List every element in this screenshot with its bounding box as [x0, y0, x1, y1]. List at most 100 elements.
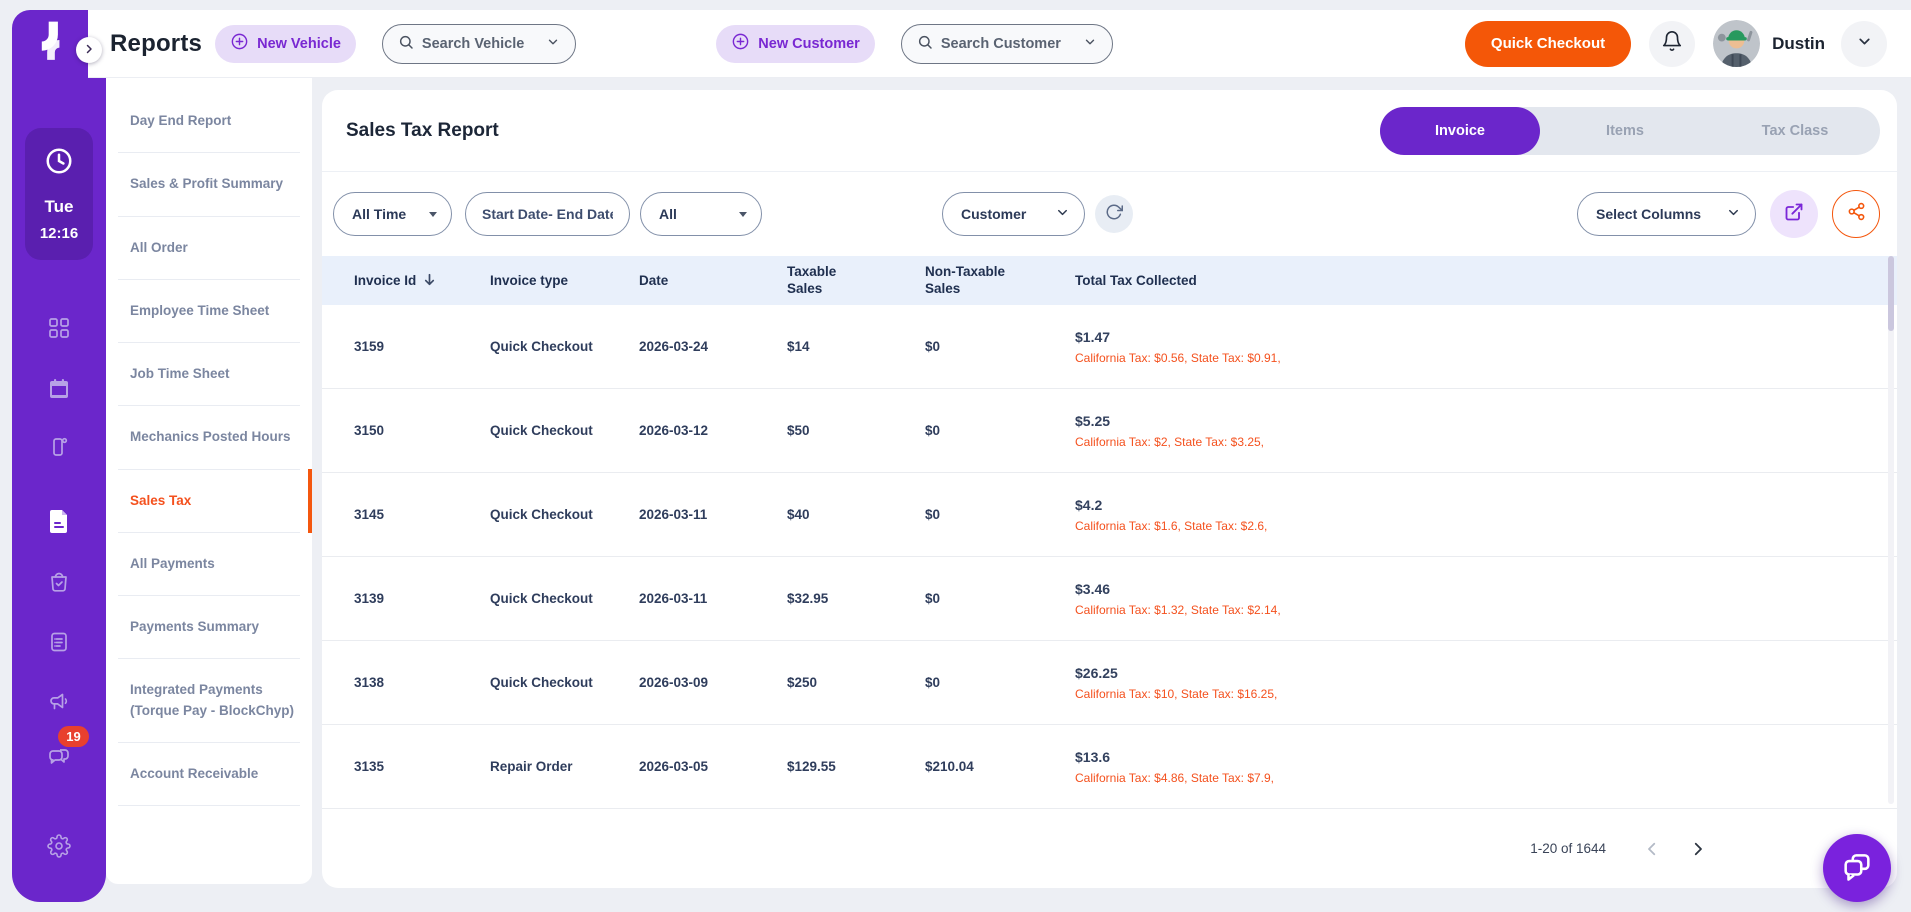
menu-item-payments-summary[interactable]: Payments Summary — [118, 596, 300, 660]
column-header-invoice-id[interactable]: Invoice Id — [354, 272, 490, 290]
column-header-date[interactable]: Date — [639, 273, 669, 288]
tax-breakdown: California Tax: $4.86, State Tax: $7.9, — [1075, 770, 1275, 785]
new-vehicle-label: New Vehicle — [257, 35, 341, 52]
share-icon — [1847, 202, 1866, 226]
pagination-bar: 1-20 of 1644 — [322, 809, 1897, 888]
report-header: Sales Tax Report Invoice Items Tax Class — [322, 90, 1897, 172]
cell-non-taxable-sales: $0 — [925, 423, 941, 438]
sidebar-item-calendar[interactable] — [12, 377, 106, 406]
messages-count-badge: 19 — [58, 726, 89, 747]
notifications-button[interactable] — [1649, 20, 1696, 67]
cell-invoice-id: 3135 — [354, 759, 385, 774]
menu-item-sales-profit-summary[interactable]: Sales & Profit Summary — [118, 153, 300, 217]
select-columns-dropdown[interactable]: Select Columns — [1577, 192, 1756, 236]
next-page-button[interactable] — [1684, 835, 1712, 863]
sales-tax-report-panel: Sales Tax Report Invoice Items Tax Class… — [322, 90, 1897, 888]
previous-page-button[interactable] — [1638, 835, 1666, 863]
refresh-button[interactable] — [1095, 195, 1133, 233]
mobile-device-icon — [47, 435, 71, 464]
chevron-down-icon — [1055, 205, 1070, 223]
sidebar-item-dashboard[interactable] — [12, 316, 106, 345]
cell-total-tax: $3.46 California Tax: $1.32, State Tax: … — [1075, 581, 1897, 617]
quick-checkout-label: Quick Checkout — [1490, 35, 1606, 52]
cell-taxable-sales: $129.55 — [787, 759, 836, 774]
caret-down-icon — [739, 211, 747, 217]
new-customer-button[interactable]: New Customer — [716, 24, 875, 63]
sort-descending-icon — [422, 272, 437, 290]
quick-checkout-button[interactable]: Quick Checkout — [1464, 20, 1632, 67]
cell-date: 2026-03-24 — [639, 339, 709, 354]
chevron-down-icon — [1856, 33, 1873, 55]
cell-taxable-sales: $50 — [787, 423, 810, 438]
torque-logo-icon — [28, 17, 74, 68]
cell-taxable-sales: $250 — [787, 675, 818, 690]
tab-tax-class[interactable]: Tax Class — [1761, 122, 1829, 139]
cell-non-taxable-sales: $0 — [925, 591, 941, 606]
chevron-down-icon — [1083, 35, 1097, 53]
column-header-invoice-type[interactable]: Invoice type — [490, 273, 569, 288]
sidebar-item-messages[interactable] — [12, 744, 106, 775]
table-scrollbar[interactable] — [1888, 256, 1894, 804]
chat-fab-button[interactable] — [1823, 834, 1891, 902]
table-row[interactable]: 3150 Quick Checkout 2026-03-12 $50 $0 $5… — [322, 389, 1897, 473]
sidebar-item-reports[interactable] — [12, 508, 106, 539]
app-logo[interactable] — [22, 12, 80, 72]
user-menu-button[interactable] — [1841, 20, 1887, 67]
date-range-select[interactable]: All Time — [333, 192, 452, 236]
cell-non-taxable-sales: $0 — [925, 339, 941, 354]
search-customer-dropdown[interactable]: Search Customer — [900, 23, 1113, 64]
sidebar-item-mobile[interactable] — [12, 435, 106, 464]
tax-breakdown: California Tax: $2, State Tax: $3.25, — [1075, 434, 1265, 449]
table-row[interactable]: 3159 Quick Checkout 2026-03-24 $14 $0 $1… — [322, 305, 1897, 389]
type-select[interactable]: All — [640, 192, 762, 236]
clock-day: Tue — [44, 197, 74, 216]
menu-item-all-order[interactable]: All Order — [118, 217, 300, 280]
sidebar-expand-button[interactable] — [76, 37, 102, 63]
date-range-input[interactable] — [465, 192, 630, 236]
clock-time: 12:16 — [39, 225, 79, 242]
cell-total-tax: $1.47 California Tax: $0.56, State Tax: … — [1075, 329, 1897, 365]
user-avatar[interactable] — [1713, 20, 1761, 67]
chevron-right-icon — [83, 43, 95, 58]
new-customer-label: New Customer — [758, 35, 860, 52]
menu-item-integrated-payments[interactable]: Integrated Payments (Torque Pay - BlockC… — [118, 659, 300, 743]
primary-sidebar: Tue 12:16 — [12, 10, 106, 902]
export-button[interactable] — [1770, 190, 1818, 238]
menu-item-account-receivable[interactable]: Account Receivable — [118, 743, 300, 806]
column-header-taxable-sales[interactable]: Taxable Sales — [787, 264, 837, 296]
cell-taxable-sales: $40 — [787, 507, 810, 522]
search-icon — [398, 34, 414, 54]
sidebar-item-marketing[interactable] — [12, 690, 106, 719]
table-row[interactable]: 3145 Quick Checkout 2026-03-11 $40 $0 $4… — [322, 473, 1897, 557]
column-header-total-tax-collected[interactable]: Total Tax Collected — [1075, 273, 1197, 288]
menu-item-day-end-report[interactable]: Day End Report — [118, 90, 300, 154]
sidebar-item-settings[interactable] — [12, 834, 106, 863]
menu-item-sales-tax[interactable]: Sales Tax — [118, 468, 312, 534]
sidebar-item-invoices[interactable] — [12, 630, 106, 659]
menu-item-job-time-sheet[interactable]: Job Time Sheet — [118, 343, 300, 407]
tax-breakdown: California Tax: $1.6, State Tax: $2.6, — [1075, 518, 1268, 533]
customer-select[interactable]: Customer — [942, 192, 1085, 236]
new-vehicle-button[interactable]: New Vehicle — [215, 24, 356, 63]
cell-total-tax: $26.25 California Tax: $10, State Tax: $… — [1075, 665, 1897, 701]
table-row[interactable]: 3135 Repair Order 2026-03-05 $129.55 $21… — [322, 725, 1897, 809]
scrollbar-thumb[interactable] — [1888, 256, 1894, 331]
user-name[interactable]: Dustin — [1772, 33, 1825, 53]
refresh-icon — [1105, 203, 1123, 226]
caret-down-icon — [429, 211, 437, 217]
sidebar-item-purchases[interactable] — [12, 569, 106, 598]
tab-invoice[interactable]: Invoice — [1380, 106, 1540, 155]
share-button[interactable] — [1832, 190, 1880, 238]
menu-item-all-payments[interactable]: All Payments — [118, 533, 300, 596]
cell-invoice-type: Quick Checkout — [490, 675, 593, 690]
search-vehicle-dropdown[interactable]: Search Vehicle — [381, 23, 577, 64]
cell-invoice-type: Quick Checkout — [490, 591, 593, 606]
menu-item-employee-time-sheet[interactable]: Employee Time Sheet — [118, 280, 300, 343]
table-row[interactable]: 3138 Quick Checkout 2026-03-09 $250 $0 $… — [322, 641, 1897, 725]
cell-non-taxable-sales: $0 — [925, 507, 941, 522]
tab-items[interactable]: Items — [1606, 122, 1644, 139]
column-header-non-taxable-sales[interactable]: Non-Taxable Sales — [925, 264, 1006, 296]
menu-item-mechanics-posted-hours[interactable]: Mechanics Posted Hours — [118, 406, 300, 470]
time-clock-widget[interactable]: Tue 12:16 — [25, 128, 93, 260]
table-row[interactable]: 3139 Quick Checkout 2026-03-11 $32.95 $0… — [322, 557, 1897, 641]
